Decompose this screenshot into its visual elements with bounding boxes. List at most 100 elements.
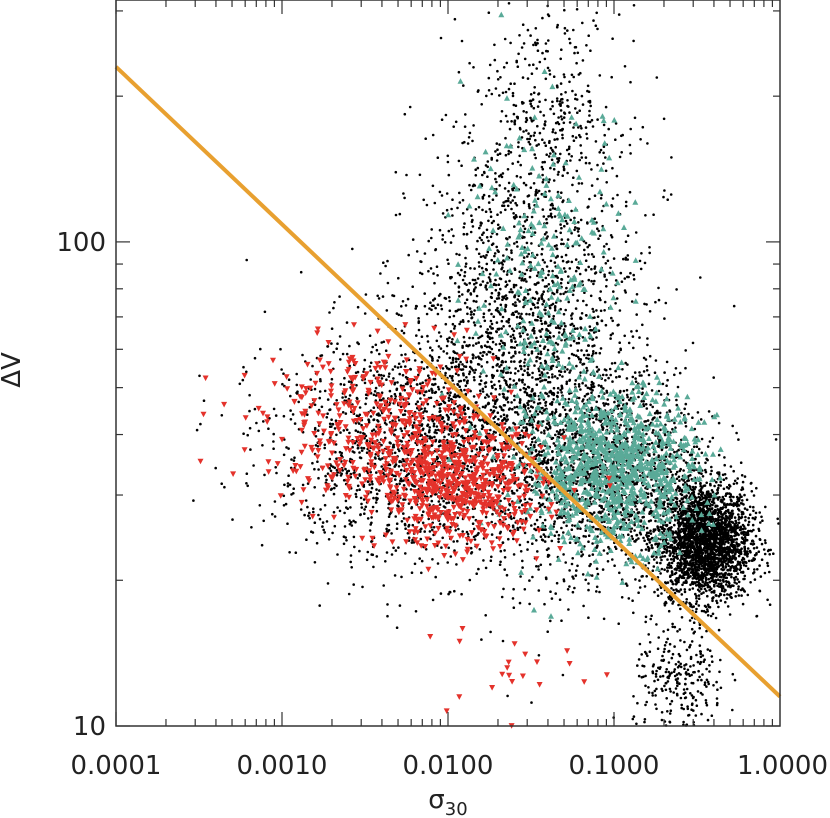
data-point xyxy=(438,522,442,526)
data-point xyxy=(631,335,635,338)
data-point xyxy=(526,137,529,141)
data-point xyxy=(561,259,565,263)
data-point xyxy=(523,361,526,364)
data-point xyxy=(551,302,555,306)
data-point xyxy=(736,560,740,564)
data-point xyxy=(543,602,546,606)
data-point xyxy=(665,360,669,364)
data-point xyxy=(719,584,723,588)
data-point xyxy=(527,447,530,451)
data-point xyxy=(644,403,648,406)
data-point xyxy=(503,379,507,382)
data-point xyxy=(514,340,517,344)
data-point xyxy=(462,232,466,236)
data-point xyxy=(648,246,651,249)
data-point xyxy=(456,206,459,210)
data-point xyxy=(489,215,493,218)
data-point xyxy=(541,180,545,184)
data-point xyxy=(485,353,489,356)
data-point xyxy=(459,320,463,324)
data-point xyxy=(505,61,509,65)
data-point xyxy=(703,545,707,548)
data-point xyxy=(501,353,504,357)
data-point xyxy=(419,260,422,263)
data-point xyxy=(370,486,374,490)
data-point xyxy=(450,207,453,211)
data-point xyxy=(715,522,718,526)
data-point xyxy=(724,531,727,535)
data-point xyxy=(577,356,580,359)
data-point xyxy=(741,537,745,540)
data-point xyxy=(584,259,588,263)
data-point xyxy=(692,501,695,505)
data-point xyxy=(448,336,451,340)
data-point xyxy=(714,594,718,597)
data-point xyxy=(530,489,533,492)
data-point xyxy=(668,521,672,524)
data-point xyxy=(712,570,716,574)
data-point xyxy=(596,177,599,181)
data-point xyxy=(491,512,494,516)
data-point xyxy=(727,503,731,506)
data-point xyxy=(776,517,779,521)
data-point xyxy=(744,527,747,530)
data-point xyxy=(739,461,743,465)
data-point xyxy=(511,290,514,294)
data-point xyxy=(456,271,460,275)
data-point xyxy=(695,600,699,603)
data-point xyxy=(458,294,461,298)
data-point xyxy=(404,552,407,555)
data-point xyxy=(576,564,579,568)
data-point xyxy=(448,356,452,360)
data-point xyxy=(484,515,488,519)
data-point xyxy=(567,275,570,278)
data-point xyxy=(710,465,713,469)
data-point xyxy=(494,278,497,282)
data-point xyxy=(473,184,477,187)
data-point xyxy=(489,428,492,432)
data-point xyxy=(526,292,530,296)
data-point xyxy=(685,560,689,563)
data-point xyxy=(741,480,745,484)
data-point xyxy=(477,363,481,366)
data-point xyxy=(724,565,728,568)
data-point xyxy=(694,531,697,534)
data-point xyxy=(522,256,526,259)
data-point xyxy=(752,509,755,513)
data-point xyxy=(536,355,539,359)
data-point xyxy=(561,136,564,140)
data-point xyxy=(562,312,566,316)
data-point xyxy=(668,561,671,565)
data-point xyxy=(567,357,571,360)
data-point xyxy=(405,173,408,177)
data-point xyxy=(528,475,531,479)
data-point xyxy=(723,528,727,532)
data-point xyxy=(384,560,387,563)
data-point xyxy=(518,398,522,401)
data-point xyxy=(746,593,750,597)
data-point xyxy=(469,313,473,316)
data-point xyxy=(688,530,692,534)
data-point xyxy=(510,249,513,252)
data-point xyxy=(385,309,389,312)
data-point xyxy=(674,518,677,522)
data-point xyxy=(536,306,540,309)
data-point xyxy=(738,493,742,496)
data-point xyxy=(498,348,501,352)
data-point xyxy=(507,197,510,200)
data-point xyxy=(447,396,451,400)
data-point xyxy=(591,553,595,556)
data-point xyxy=(724,551,728,554)
data-point xyxy=(551,400,554,404)
data-point xyxy=(590,267,593,271)
data-point xyxy=(501,263,505,266)
data-point xyxy=(580,151,583,155)
data-point xyxy=(430,228,434,231)
data-point xyxy=(713,589,716,593)
data-point xyxy=(768,553,771,556)
data-point xyxy=(635,313,638,316)
data-point xyxy=(515,315,519,319)
data-point xyxy=(728,523,732,526)
data-point xyxy=(758,564,761,567)
data-point xyxy=(411,285,415,289)
